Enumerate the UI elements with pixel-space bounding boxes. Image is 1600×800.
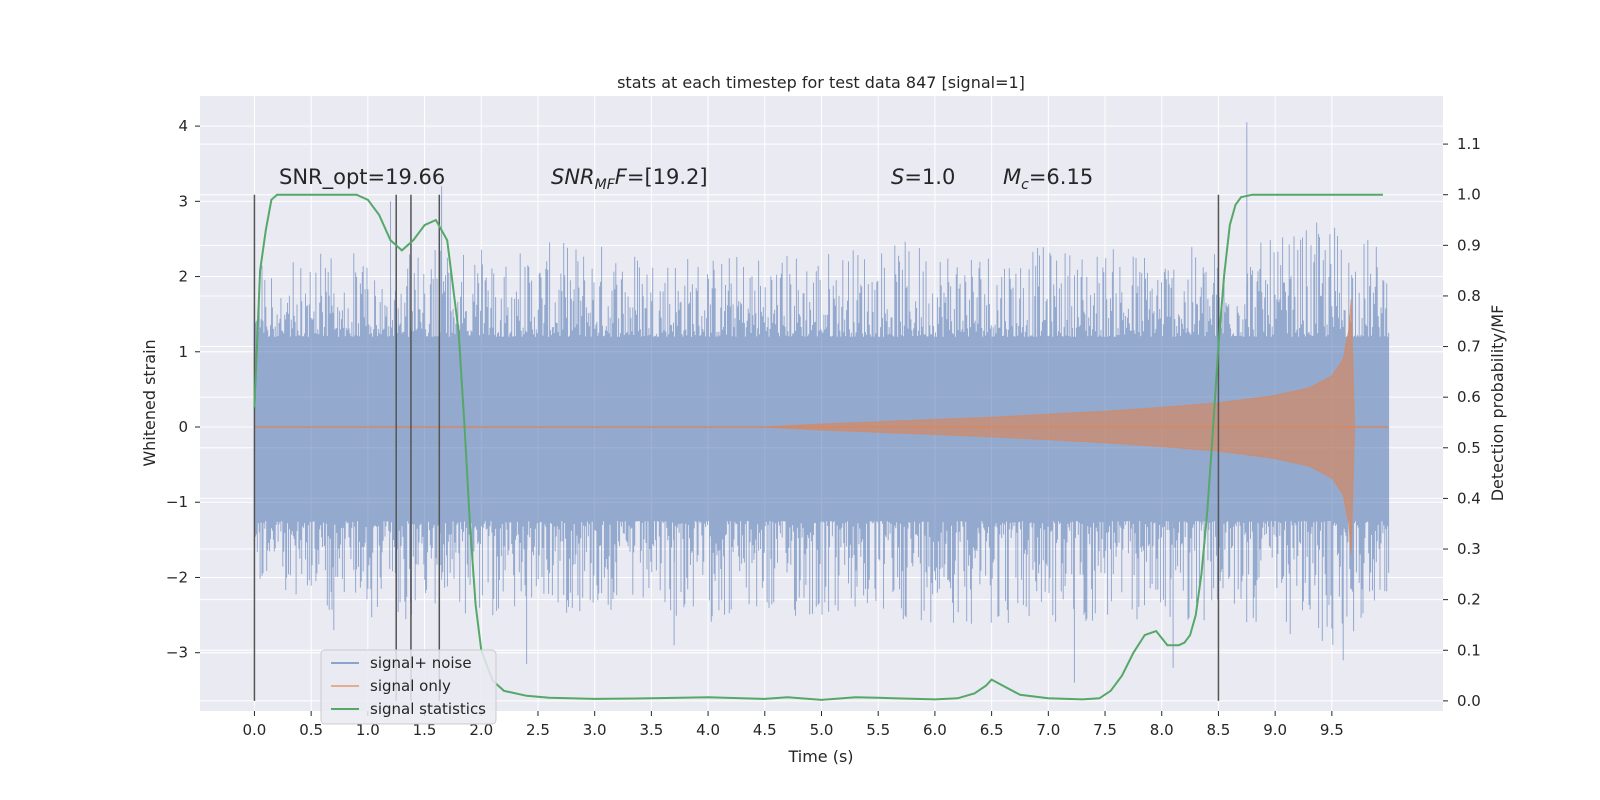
- annotation-snr-mf: SNRMFF=[19.2]: [551, 165, 708, 193]
- y-axis-label: Whitened strain: [140, 339, 159, 466]
- annotation-snr-opt: SNR_opt=19.66: [279, 165, 445, 190]
- x-tick-label: 4.5: [753, 721, 777, 739]
- snr-mf-symbol: SNR: [551, 165, 595, 189]
- x-tick-label: 0.5: [299, 721, 323, 739]
- y-tick-label: 2: [178, 268, 188, 286]
- y2-tick-label: 0.7: [1457, 338, 1481, 356]
- x-tick-label: 6.5: [980, 721, 1004, 739]
- y-tick-label: 1: [178, 343, 188, 361]
- y2-tick-label: 0.2: [1457, 591, 1481, 609]
- y-tick-label: −3: [166, 644, 188, 662]
- snr-mf-subscript: MF: [595, 177, 616, 193]
- mc-symbol: M: [1003, 165, 1021, 189]
- x-tick-label: 2.0: [469, 721, 493, 739]
- y2-tick-label: 0.1: [1457, 641, 1481, 659]
- legend-label-signal-only: signal only: [370, 677, 451, 695]
- y2-tick-label: 1.0: [1457, 186, 1481, 204]
- legend-label-signal-noise: signal+ noise: [370, 654, 472, 672]
- x-tick-label: 5.0: [810, 721, 834, 739]
- x-tick-label: 2.5: [526, 721, 550, 739]
- x-tick-label: 5.5: [866, 721, 890, 739]
- y2-tick-label: 0.9: [1457, 236, 1481, 254]
- y2-tick-label: 1.1: [1457, 135, 1481, 153]
- x-tick-label: 8.0: [1150, 721, 1174, 739]
- snr-mf-value: =[19.2]: [627, 165, 708, 189]
- y-tick-label: 3: [178, 192, 188, 210]
- annotation-mc: Mc=6.15: [1003, 165, 1093, 193]
- y2-axis-label: Detection probability/MF: [1488, 305, 1507, 502]
- legend: signal+ noise signal only signal statist…: [320, 649, 497, 725]
- x-tick-label: 0.0: [243, 721, 267, 739]
- x-tick-label: 6.0: [923, 721, 947, 739]
- y-tick-label: 4: [178, 117, 188, 135]
- mc-subscript: c: [1021, 177, 1029, 193]
- mc-value: =6.15: [1029, 165, 1093, 189]
- y-tick-label: −1: [166, 493, 188, 511]
- x-tick-label: 3.5: [639, 721, 663, 739]
- s-value: =1.0: [904, 165, 955, 189]
- y2-tick-label: 0.3: [1457, 540, 1481, 558]
- y2-tick-label: 0.6: [1457, 388, 1481, 406]
- annotation-s: S=1.0: [891, 165, 955, 189]
- x-tick-label: 1.5: [413, 721, 437, 739]
- legend-label-signal-statistics: signal statistics: [370, 700, 486, 718]
- y-tick-label: −2: [166, 568, 188, 586]
- x-tick-label: 7.5: [1093, 721, 1117, 739]
- x-tick-label: 9.0: [1263, 721, 1287, 739]
- x-tick-label: 3.0: [583, 721, 607, 739]
- y-tick-label: 0: [178, 418, 188, 436]
- snr-mf-f: F: [615, 165, 628, 189]
- vertical-markers: [253, 194, 1220, 701]
- y2-tick-label: 0.0: [1457, 692, 1481, 710]
- x-tick-label: 8.5: [1207, 721, 1231, 739]
- y2-tick-label: 0.5: [1457, 439, 1481, 457]
- x-tick-label: 1.0: [356, 721, 380, 739]
- axes: 0.0 0.5 1.0 1.5 2.0 2.5 3.0 3.5 4.0 4.5 5.0 5.5 6.0 6…: [166, 117, 1481, 739]
- x-tick-label: 4.0: [696, 721, 720, 739]
- x-tick-label: 7.0: [1036, 721, 1060, 739]
- x-axis-label: Time (s): [787, 747, 853, 766]
- s-symbol: S: [891, 165, 904, 189]
- chart-title: stats at each timestep for test data 847…: [617, 73, 1025, 92]
- x-tick-label: 9.5: [1320, 721, 1344, 739]
- y2-tick-label: 0.4: [1457, 489, 1481, 507]
- signal-statistics-series: [253, 193, 1383, 701]
- y2-tick-label: 0.8: [1457, 287, 1481, 305]
- legend-box: [320, 649, 497, 725]
